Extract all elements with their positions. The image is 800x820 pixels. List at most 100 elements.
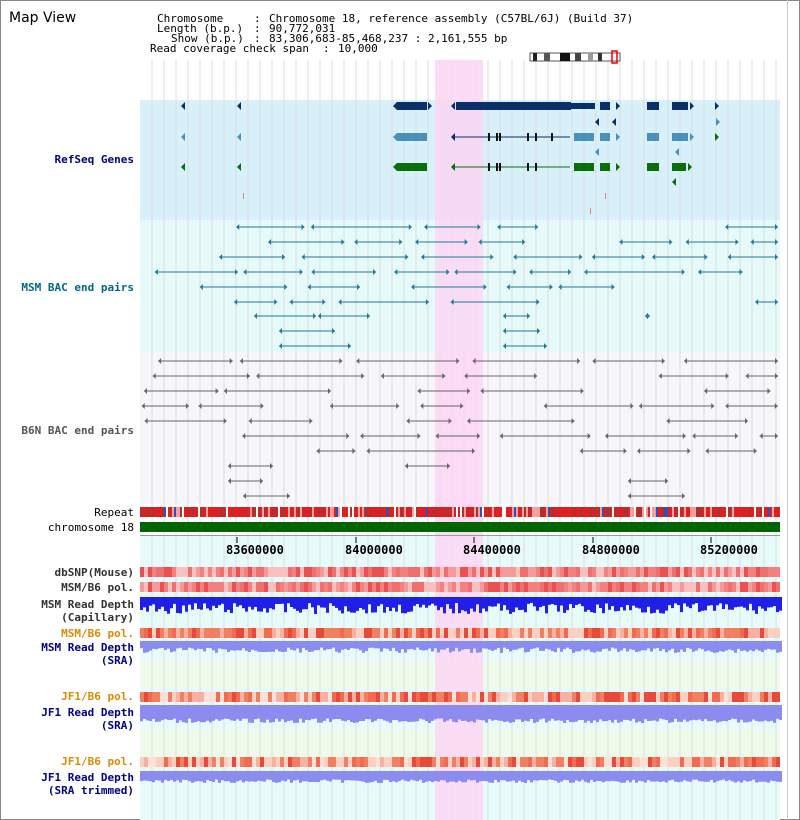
read-depth-bar [332,771,335,780]
read-depth-bar [689,771,692,782]
polymorphism-mark [180,628,184,638]
polymorphism-mark [164,628,168,638]
repeat-mark [148,507,150,517]
polymorphism-mark [404,582,408,592]
read-depth-bar [173,771,176,782]
direction-marker [181,102,185,110]
track-label-msm-bac[interactable]: MSM BAC end pairs [21,281,134,294]
polymorphism-mark [176,582,180,592]
repeat-mark [546,507,548,517]
polymorphism-mark [756,757,760,767]
read-depth-bar [557,771,560,783]
track-label-jf1-depth-trimmed[interactable]: JF1 Read Depth [41,771,134,784]
repeat-mark [278,507,280,517]
read-depth-bar [194,771,197,782]
polymorphism-mark [588,567,592,577]
repeat-mark [722,507,724,517]
polymorphism-mark [324,757,328,767]
read-depth-bar [224,705,227,719]
polymorphism-mark [548,628,552,638]
read-depth-bar [371,705,374,723]
read-depth-bar [362,705,365,721]
read-depth-bar [368,641,371,648]
polymorphism-mark [332,692,336,702]
read-depth-bar [761,771,764,782]
read-depth-bar [221,705,224,720]
read-depth-bar [725,771,728,781]
read-depth-bar [335,597,338,608]
polymorphism-mark [364,567,368,577]
bac-end-marker [450,299,454,305]
polymorphism-mark [656,567,660,577]
read-depth-bar [551,771,554,781]
read-depth-bar [209,597,212,611]
read-depth-bar [527,771,530,781]
polymorphism-mark [700,628,704,638]
repeat-mark [720,507,722,517]
track-label-msm-b6-pol-sra[interactable]: MSM/B6 pol. [61,627,134,640]
read-depth-bar [476,705,479,720]
polymorphism-mark [460,582,464,592]
polymorphism-mark [712,757,716,767]
repeat-mark [404,507,406,517]
polymorphism-mark [384,567,388,577]
read-depth-bar [698,641,701,649]
direction-marker [428,102,432,110]
track-label-msm-depth-capillary[interactable]: MSM Read Depth [41,598,134,611]
bac-end-marker [490,254,494,260]
track-label-refseq[interactable]: RefSeq Genes [54,153,134,166]
repeat-mark [666,507,668,517]
track-label-jf1-b6-pol-trimmed[interactable]: JF1/B6 pol. [61,755,134,768]
polymorphism-mark [280,757,284,767]
read-depth-bar [563,705,566,723]
read-depth-bar [161,771,164,783]
read-depth-bar [533,705,536,723]
read-depth-bar [656,641,659,648]
track-label-jf1-depth-sra[interactable]: JF1 Read Depth [41,706,134,719]
repeat-mark [738,507,740,517]
polymorphism-mark [372,567,376,577]
polymorphism-mark [444,757,448,767]
polymorphism-mark [336,757,340,767]
polymorphism-mark [492,582,496,592]
polymorphism-mark [176,692,180,702]
read-depth-bar [776,771,779,782]
repeat-mark [500,507,502,517]
repeat-mark [146,507,148,517]
polymorphism-mark [288,757,292,767]
track-label-dbsnp[interactable]: dbSNP(Mouse) [54,566,134,579]
track-label-msm-depth-sra[interactable]: MSM Read Depth [41,641,134,654]
read-depth-bar [719,705,722,722]
read-depth-bar [464,641,467,650]
polymorphism-mark [764,692,768,702]
read-depth-bar [653,641,656,649]
polymorphism-mark [676,692,680,702]
polymorphism-mark [248,567,252,577]
polymorphism-mark [504,567,508,577]
track-label-msm-b6-pol[interactable]: MSM/B6 pol. [61,581,134,594]
read-depth-bar [635,641,638,653]
read-depth-bar [683,641,686,652]
track-label-jf1-b6-pol[interactable]: JF1/B6 pol. [61,690,134,703]
read-depth-bar [212,641,215,651]
polymorphism-mark [556,692,560,702]
track-label-b6n-bac[interactable]: B6N BAC end pairs [21,424,134,437]
polymorphism-mark [316,628,320,638]
read-depth-bar [416,705,419,722]
track-label-chromosome[interactable]: chromosome 18 [47,521,134,534]
polymorphism-mark [640,628,644,638]
repeat-mark [518,507,520,517]
polymorphism-mark [572,582,576,592]
bac-end-marker [577,358,581,364]
polymorphism-mark [344,757,348,767]
track-label-repeat[interactable]: Repeat [94,506,134,519]
read-depth-bar [548,705,551,721]
repeat-mark [214,507,216,517]
polymorphism-mark [448,628,452,638]
read-depth-bar [170,641,173,653]
repeat-mark [368,507,370,517]
read-depth-bar [452,597,455,614]
polymorphism-mark [768,567,772,577]
polymorphism-mark [220,567,224,577]
